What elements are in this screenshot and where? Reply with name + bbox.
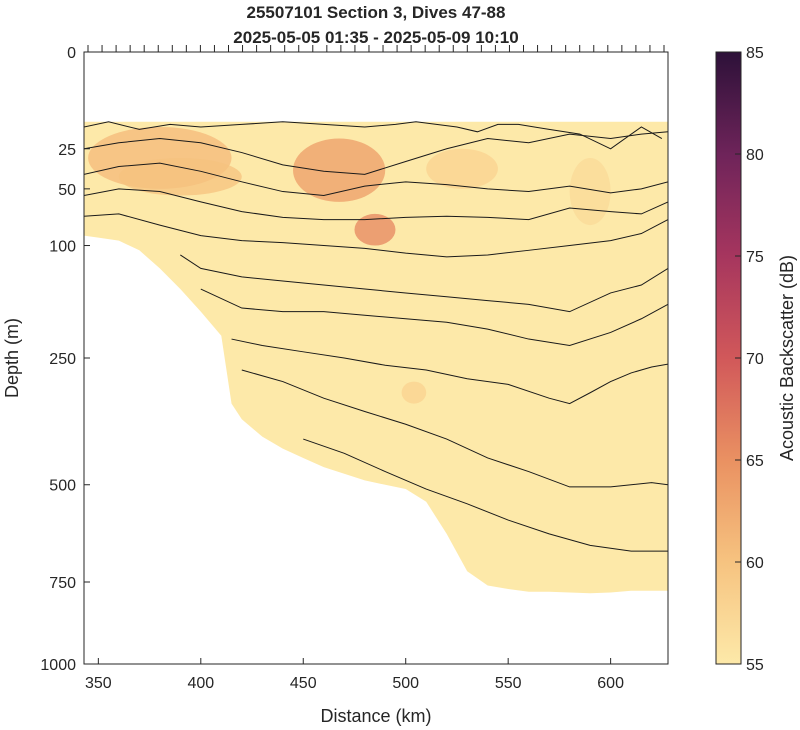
- backscatter-patch: [569, 158, 611, 226]
- colorbar-label: Acoustic Backscatter (dB): [777, 255, 797, 461]
- colorbar-tick-label: 85: [746, 45, 764, 62]
- colorbar-tick-label: 75: [746, 249, 764, 266]
- backscatter-patch: [426, 148, 498, 189]
- y-tick-label: 750: [49, 575, 76, 592]
- y-tick-label: 50: [58, 182, 76, 199]
- contour-line: [303, 438, 668, 552]
- contour-line: [84, 213, 668, 258]
- y-tick-label: 500: [49, 478, 76, 495]
- y-tick-label: 25: [58, 142, 76, 159]
- x-tick-label: 600: [597, 675, 624, 692]
- backscatter-patch: [118, 158, 242, 196]
- x-tick-label: 450: [290, 675, 317, 692]
- x-tick-label: 350: [85, 675, 112, 692]
- x-axis: 350 400 450 500 550 600: [85, 658, 624, 692]
- colorbar-ticks: 55 60 65 70 75 80 85: [735, 45, 764, 674]
- chart-title: 25507101 Section 3, Dives 47-88: [247, 3, 506, 22]
- backscatter-patch: [401, 381, 427, 404]
- x-tick-label: 500: [392, 675, 419, 692]
- backscatter-patch: [354, 213, 396, 246]
- contour-line: [84, 162, 668, 197]
- colorbar-tick-label: 80: [746, 147, 764, 164]
- contour-line: [241, 369, 668, 488]
- backscatter-patch: [293, 138, 386, 202]
- colorbar-tick-label: 65: [746, 453, 764, 470]
- colorbar-tick-label: 60: [746, 555, 764, 572]
- colorbar-tick-label: 70: [746, 351, 764, 368]
- contour-line: [84, 121, 663, 150]
- top-dive-ticks: [87, 45, 665, 52]
- contour-line: [200, 288, 668, 347]
- x-tick-label: 400: [187, 675, 214, 692]
- y-tick-label: 100: [49, 239, 76, 256]
- plot-area: [84, 121, 668, 594]
- contour-line: [231, 338, 668, 405]
- contour-line: [180, 254, 668, 313]
- contour-line: [84, 131, 668, 175]
- y-axis: 0 25 50 100 250 500 750 1000: [40, 45, 90, 674]
- contour-line: [84, 188, 668, 221]
- y-tick-label: 250: [49, 351, 76, 368]
- chart-subtitle: 2025-05-05 01:35 - 2025-05-09 10:10: [233, 28, 518, 47]
- y-tick-label: 0: [67, 45, 76, 62]
- y-tick-label: 1000: [40, 657, 76, 674]
- colorbar-tick-label: 55: [746, 657, 764, 674]
- x-tick-label: 550: [495, 675, 522, 692]
- contour-lines: [84, 121, 668, 552]
- x-axis-label: Distance (km): [320, 706, 431, 726]
- y-axis-label: Depth (m): [2, 318, 22, 398]
